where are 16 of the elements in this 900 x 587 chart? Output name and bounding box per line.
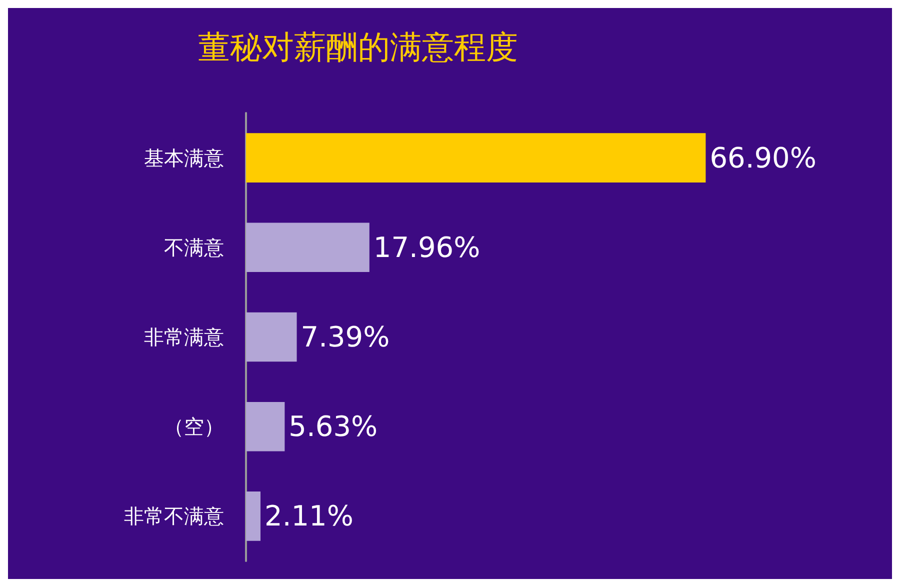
bar bbox=[246, 402, 285, 452]
bar bbox=[246, 133, 706, 182]
y-tick-label: （空） bbox=[164, 414, 224, 439]
data-label: 17.96% bbox=[373, 230, 480, 264]
bar bbox=[246, 312, 297, 362]
bar bbox=[246, 492, 260, 541]
bar bbox=[246, 222, 370, 272]
y-tick-label: 非常不满意 bbox=[124, 504, 224, 528]
data-label: 66.90% bbox=[710, 141, 816, 174]
chart-title: 董秘对薪酬的满意程度 bbox=[198, 28, 518, 66]
y-tick-label: 基本满意 bbox=[144, 146, 224, 170]
data-label: 2.11% bbox=[264, 500, 354, 533]
y-tick-label: 非常满意 bbox=[144, 325, 224, 349]
data-label: 5.63% bbox=[288, 410, 378, 444]
data-label: 7.39% bbox=[300, 320, 390, 354]
y-tick-label: 不满意 bbox=[164, 235, 224, 260]
